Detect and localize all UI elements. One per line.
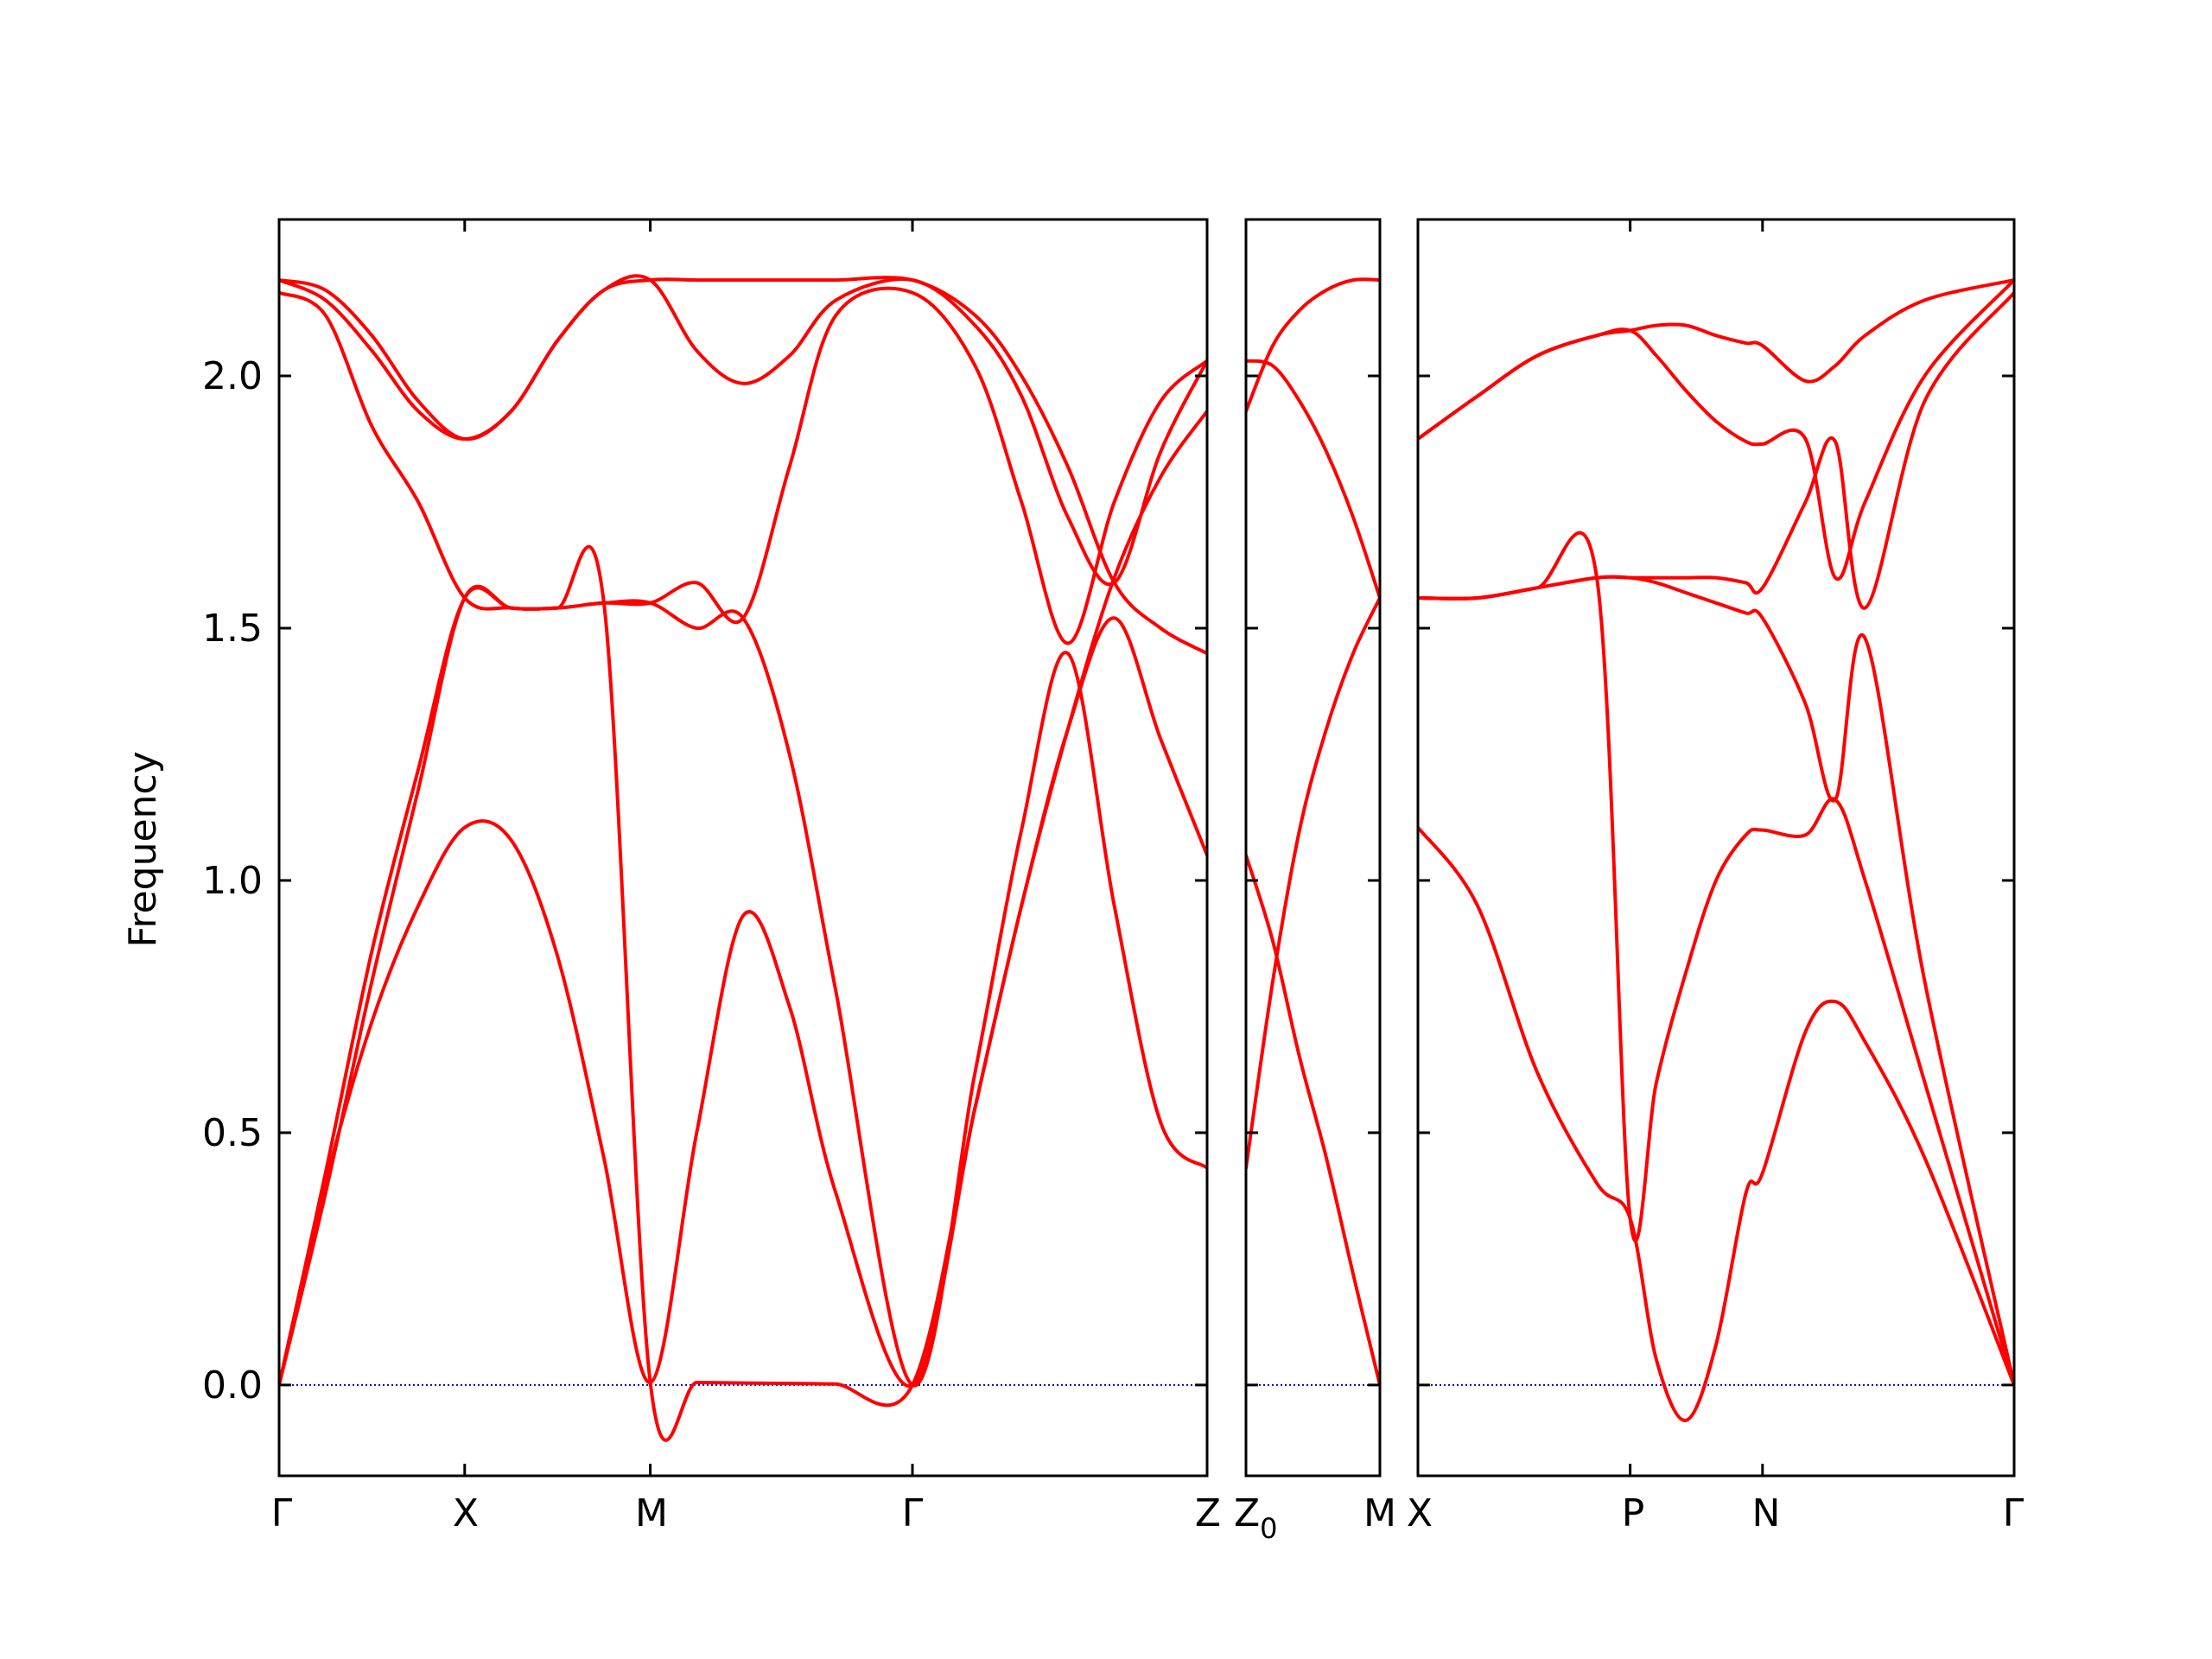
phonon-band (279, 290, 1207, 1442)
phonon-band (1246, 596, 1380, 1170)
phonon-band (1418, 531, 2014, 1387)
phonon-band (279, 286, 1207, 1387)
x-tick-label-n: N (1752, 1491, 1781, 1535)
phonon-band (1246, 277, 1380, 413)
x-tick-label-z: Z (1195, 1491, 1221, 1535)
y-tick-label: 0.5 (202, 1111, 263, 1155)
phonon-band (1418, 825, 2014, 1422)
x-tick-label-gamma: Γ (902, 1491, 924, 1535)
phonon-band (1246, 853, 1380, 1387)
x-tick-label-z0-subscript: 0 (1260, 1512, 1277, 1545)
phonon-band (279, 276, 1207, 656)
y-tick-label: 1.5 (202, 607, 263, 651)
band-group (1418, 278, 2014, 1422)
phonon-band (1246, 359, 1380, 600)
y-tick-label: 1.0 (202, 859, 263, 903)
panel-frame (1416, 218, 2016, 1478)
phonon-band (1418, 290, 2014, 610)
x-tick-label-p: P (1622, 1491, 1645, 1535)
panel-frame (1244, 218, 1382, 1478)
phonon-band (1418, 278, 2014, 441)
x-tick-label-m: M (635, 1491, 668, 1535)
band-group (1246, 277, 1380, 1387)
x-tick-label-x: X (1407, 1491, 1433, 1535)
x-tick-label-m: M (1363, 1491, 1396, 1535)
x-tick-label-gamma: Γ (271, 1491, 293, 1535)
y-axis-title: Frequency (121, 751, 165, 947)
phonon-band (279, 584, 1207, 1388)
band-panel-1 (277, 218, 1209, 1478)
x-tick-label-gamma: Γ (2003, 1491, 2024, 1535)
y-tick-labels: 0.0 0.5 1.0 1.5 2.0 (202, 354, 263, 1408)
panel-frame (277, 218, 1209, 1478)
x-tick-labels: Γ X M Γ Z Z0 M X P N Γ (271, 1491, 2024, 1545)
x-tick-label-x: X (453, 1491, 479, 1535)
band-panel-3 (1416, 218, 2016, 1478)
phonon-band (279, 274, 1207, 587)
band-group (279, 274, 1207, 1442)
y-tick-label: 0.0 (202, 1363, 263, 1408)
y-tick-label: 2.0 (202, 354, 263, 398)
x-tick-label-z0: Z0 (1234, 1491, 1278, 1545)
band-panel-2 (1244, 218, 1382, 1478)
